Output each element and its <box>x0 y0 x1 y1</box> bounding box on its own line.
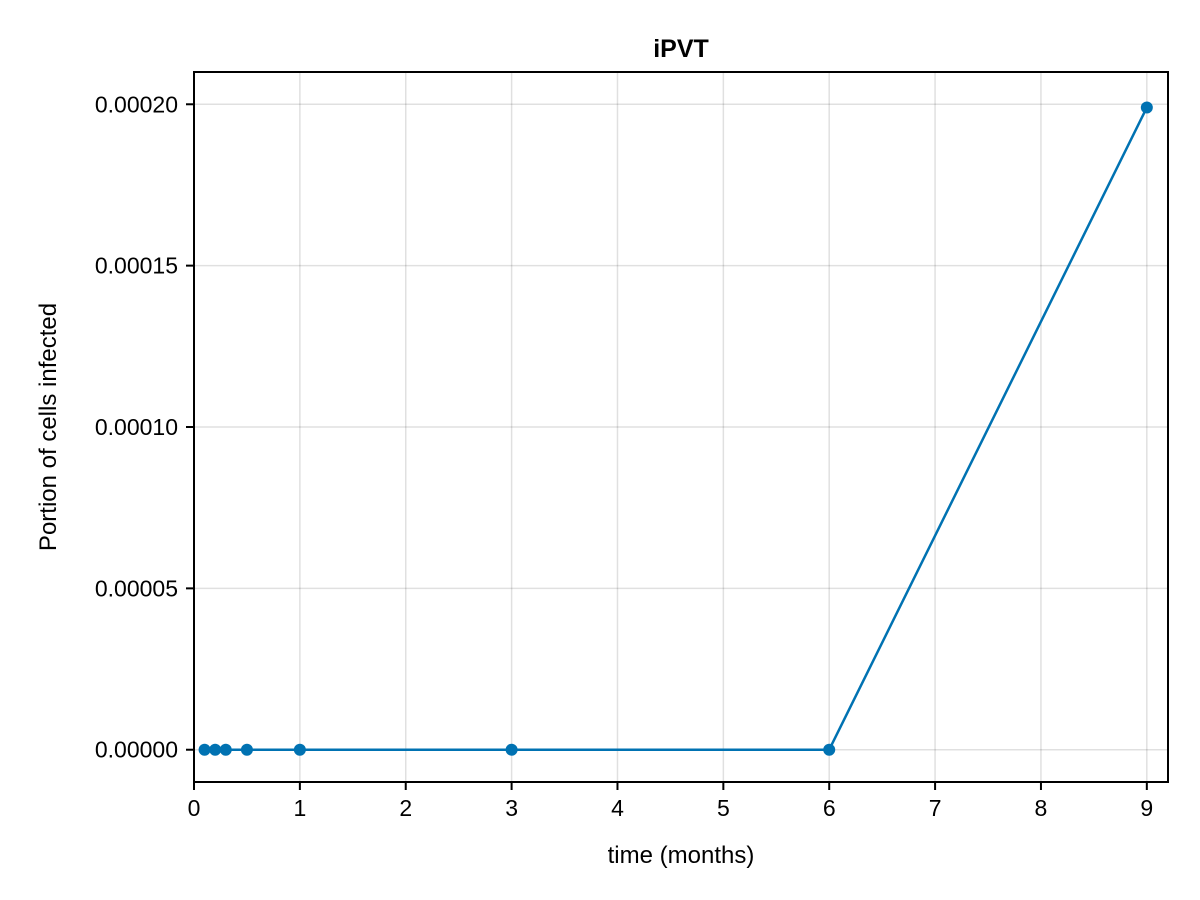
x-tick-label: 4 <box>611 795 624 821</box>
data-point <box>823 743 836 756</box>
x-tick-label: 6 <box>823 795 836 821</box>
axis-ticks: 0 1 2 3 4 5 6 7 8 9 0.00000 0.00005 0.00010 0.00015 0.… <box>95 91 1153 821</box>
x-tick-label: 0 <box>188 795 201 821</box>
x-tick-label: 5 <box>717 795 730 821</box>
x-tick-label: 8 <box>1035 795 1048 821</box>
x-tick-label: 3 <box>505 795 518 821</box>
y-tick-label: 0.00005 <box>95 575 178 601</box>
y-tick-label: 0.00015 <box>95 253 178 279</box>
series-line <box>204 106 1148 751</box>
series-layer <box>198 101 1153 756</box>
x-axis-label: time (months) <box>608 842 755 869</box>
data-point <box>209 743 222 756</box>
x-tick-label: 1 <box>293 795 306 821</box>
y-axis-label: Portion of cells infected <box>35 303 62 551</box>
data-point <box>198 743 211 756</box>
x-tick-label: 2 <box>399 795 412 821</box>
x-tick-label: 7 <box>929 795 942 821</box>
chart-title: iPVT <box>653 35 709 63</box>
data-point <box>240 743 253 756</box>
data-point <box>1140 101 1153 114</box>
x-tick-label: 9 <box>1140 795 1153 821</box>
data-point <box>219 743 232 756</box>
y-tick-label: 0.00020 <box>95 91 178 117</box>
grid-lines <box>193 72 1168 782</box>
data-point <box>505 743 518 756</box>
y-tick-label: 0.00000 <box>95 737 178 763</box>
y-tick-label: 0.00010 <box>95 414 178 440</box>
data-point <box>293 743 306 756</box>
